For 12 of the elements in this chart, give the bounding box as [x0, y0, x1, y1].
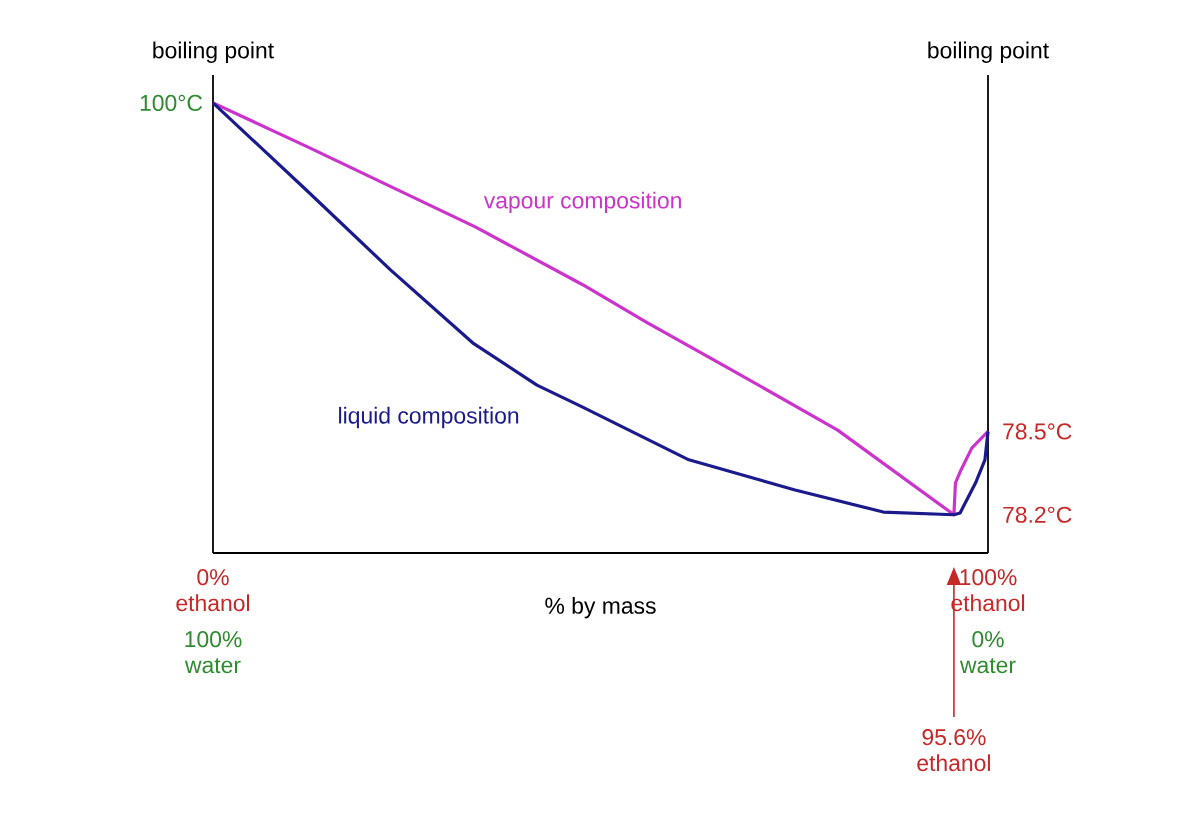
text: 78.2°C: [1003, 506, 1072, 523]
series-label: vapour composition: [483, 191, 681, 214]
x-axis-title: % by mass: [545, 597, 656, 619]
annotation: 78.5°C: [1003, 423, 1072, 440]
text: 0% water: [959, 631, 1016, 674]
text: 95.6% ethanol: [917, 729, 990, 772]
y-axis-title: boiling point: [153, 41, 274, 63]
series-label: liquid composition: [339, 406, 519, 429]
annotation: 100°C: [140, 94, 203, 112]
text: 100% water: [184, 631, 242, 674]
x-tick-label: 0% ethanol: [176, 569, 250, 612]
y2-axis-title: boiling point: [928, 41, 1049, 63]
